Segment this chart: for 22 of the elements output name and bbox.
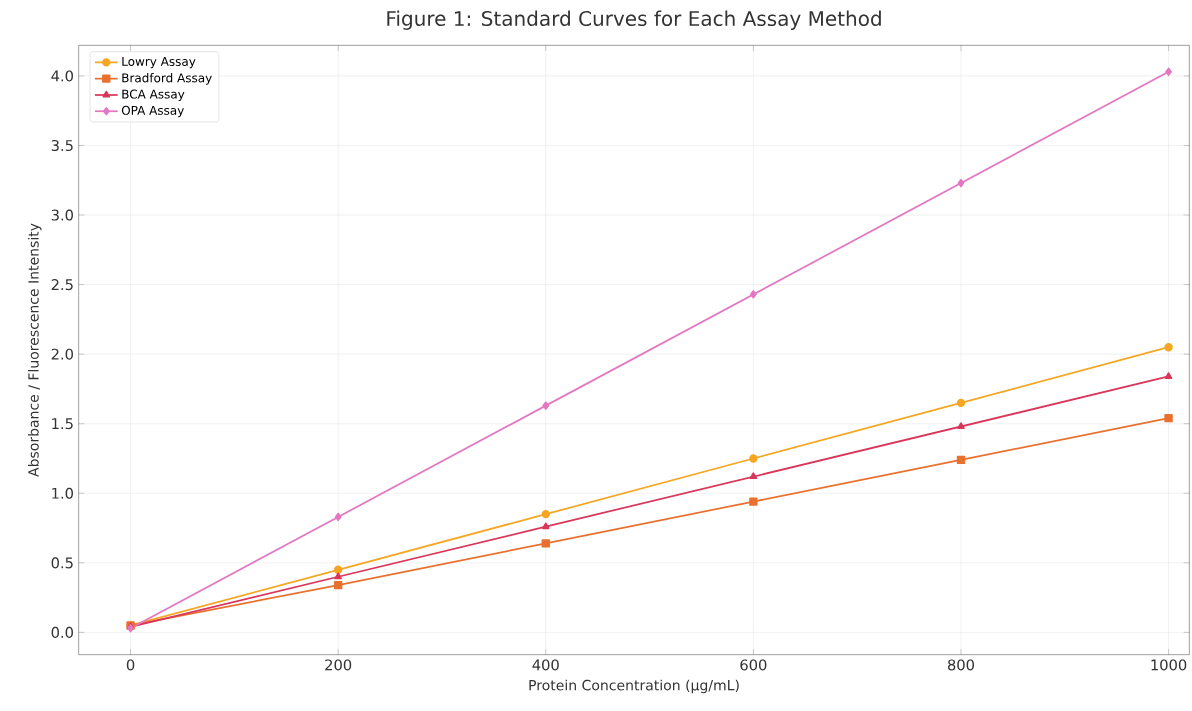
y-tick-label: 0.0 xyxy=(51,627,73,639)
chart-title: Figure 1: Standard Curves for Each Assay Method xyxy=(387,10,881,31)
legend-label: BCA Assay xyxy=(122,89,185,102)
x-tick-label: 200 xyxy=(325,659,352,671)
x-tick-label: 0 xyxy=(126,659,135,671)
x-tick-label: 800 xyxy=(947,659,974,671)
y-tick-label: 1.0 xyxy=(52,487,73,499)
y-tick-label: 3.5 xyxy=(51,140,73,152)
y-tick-label: 2.0 xyxy=(51,348,73,360)
legend-label: OPA Assay xyxy=(121,105,184,118)
y-tick-label: 2.5 xyxy=(51,279,73,291)
x-tick-label: 400 xyxy=(532,659,559,671)
y-tick-label: 0.5 xyxy=(51,557,73,569)
legend-label: Bradford Assay xyxy=(122,73,212,85)
legend-label: Lowry Assay xyxy=(122,57,196,69)
x-tick-label: 600 xyxy=(740,659,767,671)
y-axis-title: Absorbance / Fluorescence Intensity xyxy=(27,223,42,478)
y-tick-label: 3.0 xyxy=(51,209,73,221)
x-axis-title: Protein Concentration (µg/mL) xyxy=(529,679,739,694)
y-tick-label: 4.0 xyxy=(51,70,73,82)
y-tick-label: 1.5 xyxy=(52,418,73,430)
x-tick-label: 1000 xyxy=(1151,659,1187,671)
